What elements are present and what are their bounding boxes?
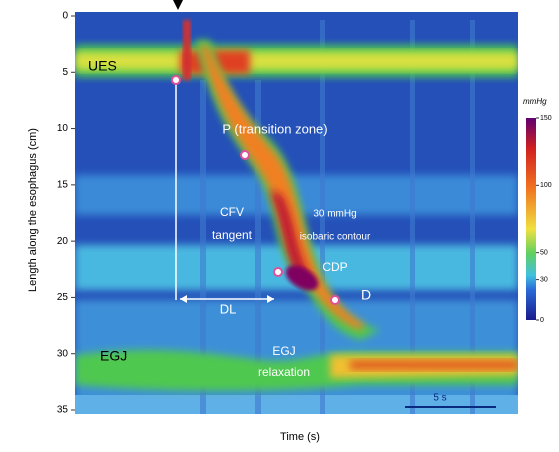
annotation: UES xyxy=(88,58,117,74)
y-tick-label: 25 xyxy=(57,292,69,303)
colorbar-tick-label: 0 xyxy=(540,317,544,324)
colorbar-label: mmHg xyxy=(523,97,547,106)
annotation: P (transition zone) xyxy=(222,121,327,136)
annotation: EGJ xyxy=(272,344,295,358)
y-tick-label: 10 xyxy=(57,123,69,134)
annotation: CFV xyxy=(220,205,244,219)
annotation: tangent xyxy=(212,228,253,242)
y-tick-label: 20 xyxy=(57,236,69,247)
stimulus-arrow xyxy=(173,0,183,10)
y-tick-label: 35 xyxy=(57,405,69,416)
annotation: isobaric contour xyxy=(300,232,371,243)
annotation: D xyxy=(361,287,371,303)
colorbar-tick-label: 150 xyxy=(540,115,552,122)
colorbar-tick-label: 30 xyxy=(540,276,548,283)
chart: Time (s) Length along the esophagus (cm)… xyxy=(0,0,559,447)
annotation: CDP xyxy=(322,260,347,274)
y-axis-label: Length along the esophagus (cm) xyxy=(27,128,39,292)
colorbar-tick-label: 100 xyxy=(540,182,552,189)
y-tick-label: 30 xyxy=(57,348,69,359)
colorbar xyxy=(526,118,536,320)
y-tick-label: 5 xyxy=(62,67,68,78)
annotation: 30 mmHg xyxy=(313,209,356,220)
annotation: relaxation xyxy=(258,365,310,379)
heatmap xyxy=(75,12,518,414)
y-tick-label: 15 xyxy=(57,179,69,190)
annotation: 5 s xyxy=(433,393,446,404)
annotation: EGJ xyxy=(100,348,127,364)
y-tick-label: 0 xyxy=(62,11,68,22)
x-axis-label: Time (s) xyxy=(280,431,320,443)
annotation: DL xyxy=(220,301,237,316)
colorbar-tick-label: 50 xyxy=(540,250,548,257)
